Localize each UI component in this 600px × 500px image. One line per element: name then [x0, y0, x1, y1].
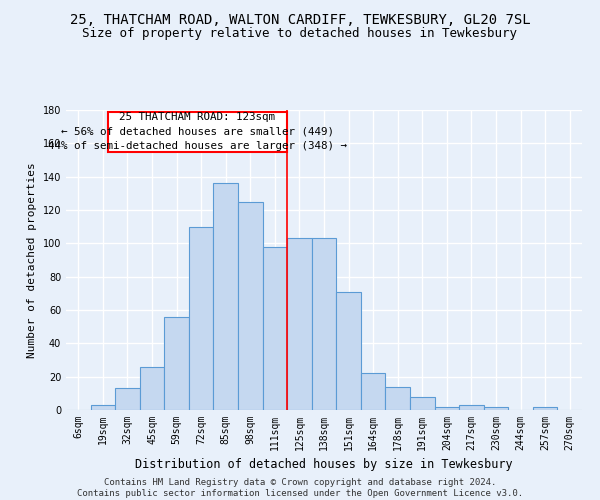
Bar — [459, 405, 484, 410]
Bar — [238, 202, 263, 410]
Text: Size of property relative to detached houses in Tewkesbury: Size of property relative to detached ho… — [83, 28, 517, 40]
Bar — [214, 184, 238, 410]
Text: 25 THATCHAM ROAD: 123sqm
← 56% of detached houses are smaller (449)
44% of semi-: 25 THATCHAM ROAD: 123sqm ← 56% of detach… — [48, 112, 347, 152]
Bar — [385, 386, 410, 410]
Bar — [140, 366, 164, 410]
Bar — [115, 388, 140, 410]
Bar — [287, 238, 312, 410]
Bar — [164, 316, 189, 410]
Bar — [410, 396, 434, 410]
FancyBboxPatch shape — [108, 112, 287, 152]
Bar — [263, 246, 287, 410]
Bar — [533, 406, 557, 410]
Bar — [361, 374, 385, 410]
Text: Contains HM Land Registry data © Crown copyright and database right 2024.
Contai: Contains HM Land Registry data © Crown c… — [77, 478, 523, 498]
X-axis label: Distribution of detached houses by size in Tewkesbury: Distribution of detached houses by size … — [135, 458, 513, 471]
Bar — [484, 406, 508, 410]
Text: 25, THATCHAM ROAD, WALTON CARDIFF, TEWKESBURY, GL20 7SL: 25, THATCHAM ROAD, WALTON CARDIFF, TEWKE… — [70, 12, 530, 26]
Bar — [189, 226, 214, 410]
Bar — [91, 405, 115, 410]
Bar — [434, 406, 459, 410]
Y-axis label: Number of detached properties: Number of detached properties — [27, 162, 37, 358]
Bar — [312, 238, 336, 410]
Bar — [336, 292, 361, 410]
